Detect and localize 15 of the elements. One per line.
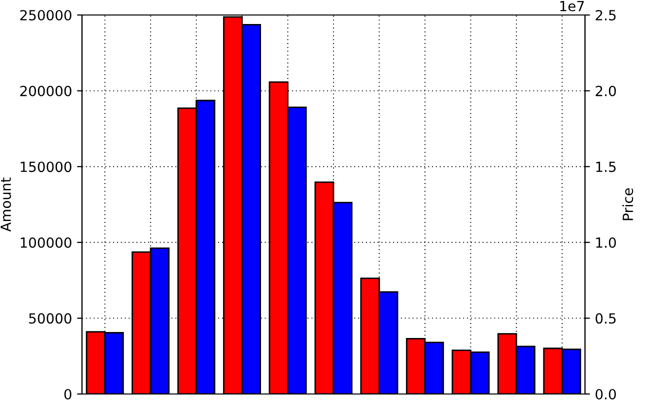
y2-tick-label: 0.0	[596, 388, 616, 400]
y-tick-label: 250000	[20, 10, 72, 20]
y-tick-label: 100000	[20, 237, 72, 248]
y2-tick-label: 1.0	[596, 237, 616, 248]
y-tick-label: 0	[64, 388, 72, 400]
y-tick-label: 200000	[20, 86, 72, 96]
y2-axis-title: Price	[622, 188, 634, 220]
y2-tick-label: 0.5	[596, 313, 616, 324]
y-tick-label: 50000	[29, 313, 72, 324]
text: 1e7	[560, 0, 584, 12]
y2-tick-label: 2.5	[596, 10, 616, 20]
y-axis-title: Amount	[0, 178, 12, 232]
y2-tick-label: 2.0	[596, 86, 616, 96]
y2-tick-label: 1.5	[596, 162, 616, 172]
y-tick-label: 150000	[20, 162, 72, 172]
